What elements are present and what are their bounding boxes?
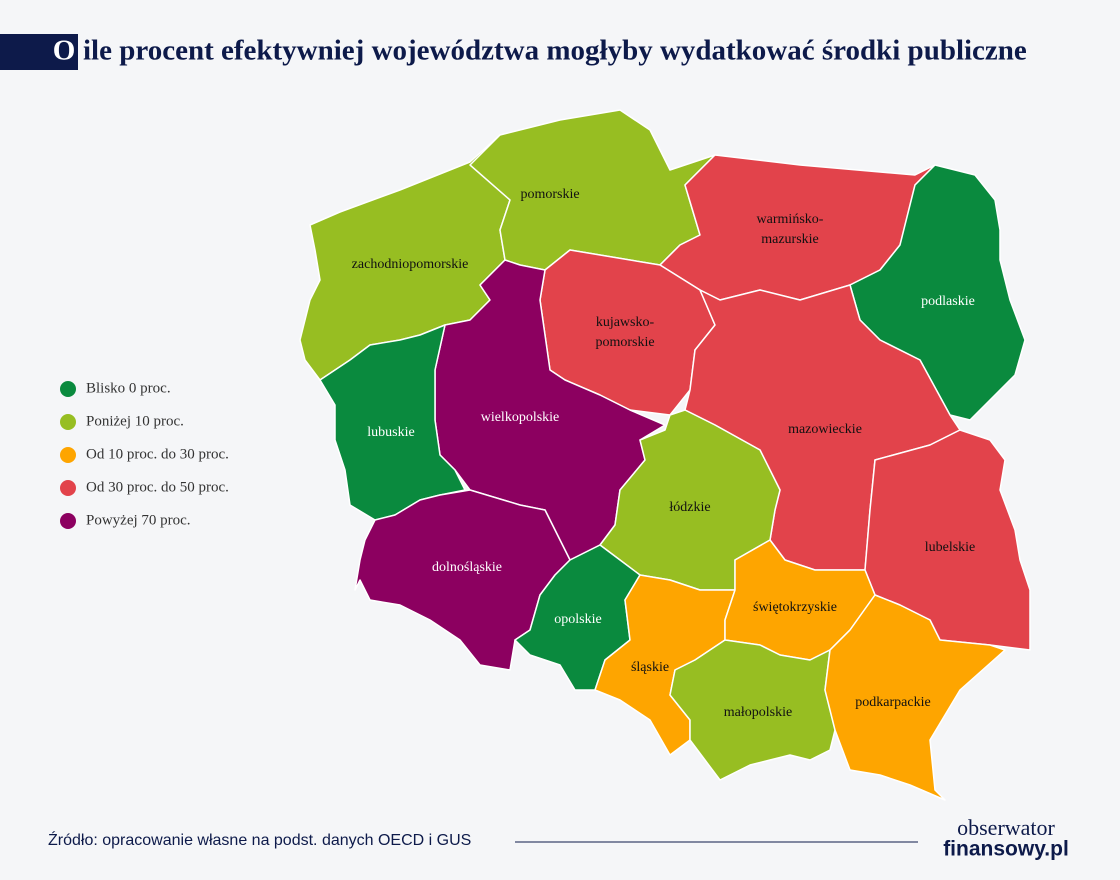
legend-label: Powyżej 70 proc. (86, 512, 191, 528)
region-label: podlaskie (921, 294, 975, 309)
region-label: lubuskie (367, 425, 414, 440)
source-note: Źródło: opracowanie własne na podst. dan… (48, 830, 471, 849)
legend-label: Poniżej 10 proc. (86, 413, 184, 429)
region-label: zachodniopomorskie (352, 257, 469, 272)
region-label: pomorskie (595, 335, 654, 350)
region (514, 544, 641, 691)
region (669, 639, 836, 781)
map (299, 109, 1031, 801)
logo-top: obserwator (957, 815, 1055, 840)
title-initial: O (53, 35, 76, 67)
region-label: łódzkie (669, 500, 710, 515)
logo-bottom: finansowy.pl (943, 838, 1069, 861)
legend-swatch (60, 447, 76, 463)
region-labels: zachodniopomorskie pomorskie warmińsko- … (352, 187, 976, 720)
region (319, 324, 466, 521)
legend-swatch (60, 513, 76, 529)
region-label: mazowieckie (788, 422, 862, 437)
region-label: śląskie (631, 660, 669, 675)
legend: Blisko 0 proc. Poniżej 10 proc. Od 10 proc… (60, 380, 229, 529)
legend-swatch (60, 414, 76, 430)
title-box (0, 34, 78, 70)
legend-label: Blisko 0 proc. (86, 380, 171, 396)
region-label: kujawsko- (596, 315, 655, 330)
region-label: świętokrzyskie (753, 600, 837, 615)
region (824, 594, 1006, 801)
title: ile procent efektywniej województwa mogł… (83, 35, 1027, 67)
legend-swatch (60, 480, 76, 496)
legend-label: Od 10 proc. do 30 proc. (86, 446, 229, 462)
region-label: małopolskie (724, 705, 792, 720)
region-label: warmińsko- (757, 212, 824, 227)
legend-swatch (60, 381, 76, 397)
region-label: opolskie (554, 612, 601, 627)
region-label: pomorskie (520, 187, 579, 202)
legend-label: Od 30 proc. do 50 proc. (86, 479, 229, 495)
region-label: wielkopolskie (481, 410, 560, 425)
region-label: dolnośląskie (432, 560, 502, 575)
region-label: mazurskie (761, 232, 819, 247)
region-label: lubelskie (925, 540, 976, 555)
region-label: podkarpackie (855, 695, 930, 710)
